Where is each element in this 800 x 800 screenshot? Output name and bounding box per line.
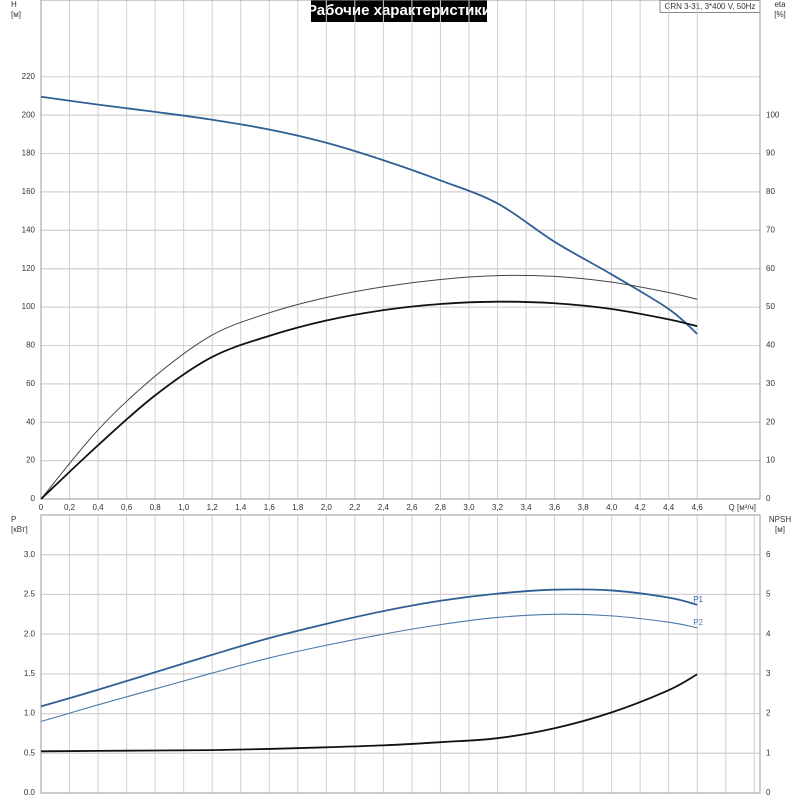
y-tick-label: 60 [26, 379, 35, 388]
y2-tick-label: 90 [766, 149, 775, 158]
y2-axis-label: eta [774, 0, 786, 9]
curve [40, 588, 698, 708]
y-axis-unit: [м] [11, 10, 21, 19]
y2-tick-label: 0 [766, 494, 771, 503]
x-tick-label: 4,0 [606, 503, 618, 512]
y-tick-label: 0.5 [24, 748, 36, 757]
y2-tick-label: 1 [766, 748, 771, 757]
y-tick-label: 100 [22, 302, 36, 311]
y2-tick-label: 2 [766, 709, 771, 718]
x-tick-label: 1,4 [235, 503, 247, 512]
y-tick-label: 1.5 [24, 669, 36, 678]
y2-tick-label: 100 [766, 110, 780, 119]
x-tick-label: 0,8 [150, 503, 162, 512]
y2-tick-label: 40 [766, 341, 775, 350]
x-tick-label: 2,2 [349, 503, 361, 512]
y-tick-label: 0 [31, 494, 36, 503]
x-tick-label: 0,2 [64, 503, 76, 512]
x-tick-label: 0,4 [93, 503, 105, 512]
y-axis-unit: [кВт] [11, 525, 28, 534]
y2-axis-label: NPSH [769, 515, 791, 524]
y-tick-label: 1.0 [24, 709, 36, 718]
x-tick-label: 0,6 [121, 503, 133, 512]
series-label: P2 [693, 618, 703, 627]
x-tick-label: 4,6 [692, 503, 704, 512]
x-tick-label: 0 [39, 503, 44, 512]
y-tick-label: 220 [22, 72, 36, 81]
y2-tick-label: 4 [766, 629, 771, 638]
y2-tick-label: 0 [766, 788, 771, 797]
x-tick-label: 3,6 [549, 503, 561, 512]
curve [40, 300, 698, 500]
x-tick-label: 3,2 [492, 503, 504, 512]
y-tick-label: 2.0 [24, 629, 36, 638]
y2-tick-label: 80 [766, 187, 775, 196]
y-tick-label: 120 [22, 264, 36, 273]
y2-tick-label: 6 [766, 550, 771, 559]
curve [40, 274, 698, 500]
plot-frame [40, 0, 761, 500]
y2-tick-label: 3 [766, 669, 771, 678]
x-axis-label: Q [м³/ч] [729, 503, 756, 512]
annotation: CRN 3-31, 3*400 V, 50Hz [665, 2, 756, 11]
y2-tick-label: 20 [766, 417, 775, 426]
y-tick-label: 200 [22, 110, 36, 119]
y2-tick-label: 5 [766, 590, 771, 599]
y2-tick-label: 50 [766, 302, 775, 311]
x-tick-label: 4,4 [663, 503, 675, 512]
x-tick-label: 2,6 [406, 503, 418, 512]
x-tick-label: 3,0 [463, 503, 475, 512]
plot-frame [40, 514, 761, 794]
y-axis-label: P [11, 515, 16, 524]
y-tick-label: 3.0 [24, 550, 36, 559]
y2-tick-label: 10 [766, 456, 775, 465]
y-tick-label: 0.0 [24, 788, 36, 797]
y2-tick-label: 70 [766, 225, 775, 234]
series-label: P1 [693, 595, 703, 604]
x-tick-label: 1,8 [292, 503, 304, 512]
y2-axis-unit: [%] [774, 10, 786, 19]
x-tick-label: 1,2 [207, 503, 219, 512]
x-tick-label: 1,6 [264, 503, 276, 512]
x-tick-label: 3,4 [520, 503, 532, 512]
x-tick-label: 2,0 [321, 503, 333, 512]
y-tick-label: 140 [22, 225, 36, 234]
y2-tick-label: 30 [766, 379, 775, 388]
chart-title: Рабочие характеристики [307, 2, 491, 19]
x-tick-label: 1,0 [178, 503, 190, 512]
x-tick-label: 3,8 [578, 503, 590, 512]
x-tick-label: 4,2 [635, 503, 647, 512]
y-axis-label: H [11, 0, 17, 9]
y2-tick-label: 60 [766, 264, 775, 273]
y-tick-label: 2.5 [24, 590, 36, 599]
y2-axis-unit: [м] [775, 525, 785, 534]
y-tick-label: 160 [22, 187, 36, 196]
y-tick-label: 180 [22, 149, 36, 158]
y-tick-label: 80 [26, 341, 35, 350]
curve [40, 95, 698, 335]
curve [40, 613, 698, 723]
x-tick-label: 2,4 [378, 503, 390, 512]
y-tick-label: 40 [26, 417, 35, 426]
x-tick-label: 2,8 [435, 503, 447, 512]
curve [40, 673, 698, 753]
y-tick-label: 20 [26, 456, 35, 465]
